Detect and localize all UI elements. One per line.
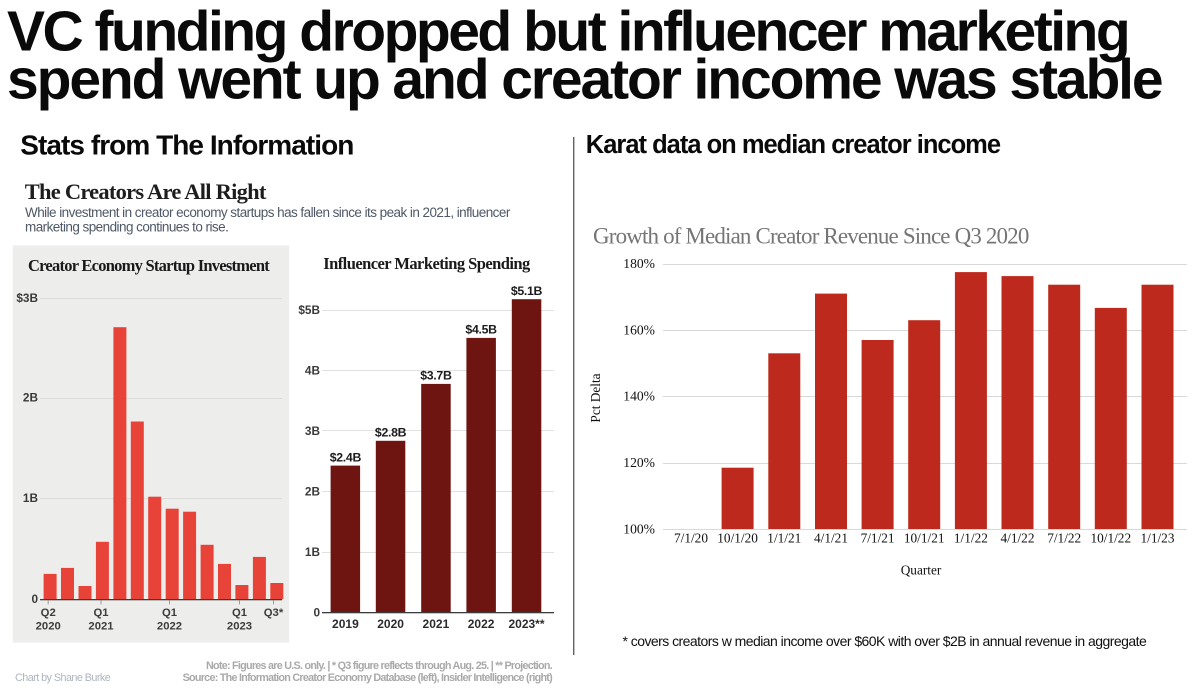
svg-text:1/1/22: 1/1/22 bbox=[954, 531, 988, 546]
svg-text:2B: 2B bbox=[305, 484, 320, 498]
svg-text:180%: 180% bbox=[623, 256, 655, 271]
svg-text:$5.1B: $5.1B bbox=[511, 284, 543, 298]
svg-text:7/1/20: 7/1/20 bbox=[674, 531, 708, 546]
svg-text:4/1/22: 4/1/22 bbox=[1001, 531, 1035, 546]
svg-text:Pct Delta: Pct Delta bbox=[588, 373, 603, 422]
svg-text:Q1: Q1 bbox=[162, 607, 177, 619]
svg-text:4/1/21: 4/1/21 bbox=[814, 531, 848, 546]
svg-text:Chart by Shane Burke: Chart by Shane Burke bbox=[15, 672, 111, 684]
svg-text:7/1/21: 7/1/21 bbox=[861, 531, 895, 546]
svg-text:Quarter: Quarter bbox=[901, 563, 942, 578]
svg-text:2019: 2019 bbox=[332, 617, 359, 631]
svg-text:7/1/22: 7/1/22 bbox=[1047, 531, 1081, 546]
svg-text:Q1: Q1 bbox=[93, 607, 108, 619]
svg-text:140%: 140% bbox=[623, 389, 655, 404]
svg-text:Growth of Median Creator Reven: Growth of Median Creator Revenue Since Q… bbox=[593, 223, 1029, 248]
svg-text:1B: 1B bbox=[305, 545, 320, 559]
svg-text:2B: 2B bbox=[23, 391, 38, 405]
svg-text:$4.5B: $4.5B bbox=[465, 323, 497, 337]
svg-text:10/1/21: 10/1/21 bbox=[904, 531, 945, 546]
svg-text:10/1/20: 10/1/20 bbox=[717, 531, 758, 546]
svg-text:0: 0 bbox=[31, 592, 38, 606]
svg-text:Source: The Information Creato: Source: The Information Creator Economy … bbox=[183, 672, 554, 684]
svg-text:2023: 2023 bbox=[227, 621, 252, 633]
svg-text:1/1/23: 1/1/23 bbox=[1141, 531, 1175, 546]
svg-text:Karat data on median creator i: Karat data on median creator income bbox=[586, 131, 1001, 159]
svg-text:0: 0 bbox=[313, 605, 320, 619]
svg-text:spend went up and creator inco: spend went up and creator income was sta… bbox=[7, 47, 1162, 111]
svg-text:* covers creators w median inc: * covers creators w median income over $… bbox=[623, 633, 1147, 649]
svg-text:VC funding dropped but influen: VC funding dropped but influencer market… bbox=[7, 0, 1128, 64]
svg-text:3B: 3B bbox=[305, 424, 320, 438]
svg-text:2020: 2020 bbox=[377, 617, 404, 631]
svg-text:Influencer Marketing Spending: Influencer Marketing Spending bbox=[323, 254, 531, 273]
svg-text:$2.4B: $2.4B bbox=[330, 450, 362, 464]
svg-text:Q3*: Q3* bbox=[264, 607, 284, 619]
svg-text:2021: 2021 bbox=[423, 617, 450, 631]
svg-text:Q2: Q2 bbox=[41, 607, 56, 619]
svg-text:$3.7B: $3.7B bbox=[420, 369, 452, 383]
svg-text:10/1/22: 10/1/22 bbox=[1090, 531, 1131, 546]
svg-text:The Creators Are All Right: The Creators Are All Right bbox=[25, 179, 267, 204]
svg-text:$5B: $5B bbox=[298, 303, 320, 317]
svg-text:Creator Economy Startup Invest: Creator Economy Startup Investment bbox=[28, 256, 270, 275]
svg-text:1/1/21: 1/1/21 bbox=[767, 531, 801, 546]
svg-text:4B: 4B bbox=[305, 363, 320, 377]
svg-text:100%: 100% bbox=[623, 521, 655, 536]
svg-text:While investment in creator ec: While investment in creator economy star… bbox=[25, 205, 511, 220]
svg-text:1B: 1B bbox=[23, 491, 38, 505]
svg-text:2022: 2022 bbox=[468, 617, 495, 631]
svg-text:$2.8B: $2.8B bbox=[375, 426, 407, 440]
svg-text:2021: 2021 bbox=[88, 621, 113, 633]
svg-text:Stats from The Information: Stats from The Information bbox=[20, 129, 353, 160]
svg-text:marketing spending continues t: marketing spending continues to rise. bbox=[25, 219, 228, 234]
svg-text:Q1: Q1 bbox=[232, 607, 247, 619]
svg-text:2020: 2020 bbox=[36, 621, 61, 633]
svg-text:120%: 120% bbox=[623, 455, 655, 470]
svg-text:Note: Figures are U.S. only. |: Note: Figures are U.S. only. | * Q3 figu… bbox=[206, 660, 553, 672]
svg-text:2022: 2022 bbox=[157, 621, 182, 633]
svg-text:2023**: 2023** bbox=[508, 617, 544, 631]
svg-text:160%: 160% bbox=[623, 322, 655, 337]
svg-text:$3B: $3B bbox=[16, 291, 38, 305]
